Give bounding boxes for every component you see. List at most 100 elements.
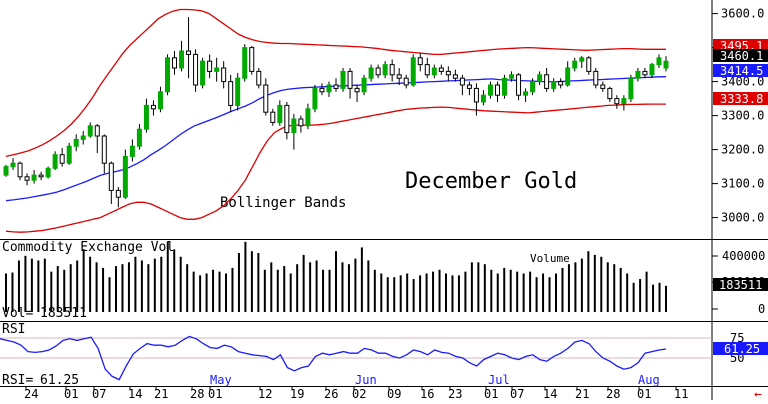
x-axis-day-label: 01: [637, 387, 651, 400]
volume-bar: [5, 273, 7, 312]
volume-bar: [386, 277, 389, 312]
candle-body: [487, 84, 493, 96]
volume-bar: [393, 277, 396, 312]
candle-body: [298, 118, 304, 127]
candle-body: [157, 91, 163, 110]
candle-body: [452, 74, 458, 79]
candle-body: [73, 138, 79, 147]
candle-body: [242, 47, 248, 79]
candle-body: [417, 57, 423, 66]
candle-body: [466, 84, 472, 89]
x-axis-day-label: 14: [543, 387, 557, 400]
candle-body: [593, 70, 599, 86]
volume-bar: [173, 249, 176, 312]
volume-bar: [140, 260, 143, 312]
candle-body: [101, 135, 107, 164]
candle-body: [122, 155, 128, 198]
price-y-tick-label: 3100.0: [721, 177, 764, 191]
x-axis-day-label: 19: [290, 387, 304, 400]
x-axis-day-label: 01: [64, 387, 78, 400]
volume-bar: [276, 269, 279, 312]
candle-body: [537, 74, 543, 83]
candle-body: [509, 74, 515, 79]
candle-body: [59, 154, 65, 164]
candle-body: [31, 174, 37, 181]
volume-bar: [464, 271, 467, 312]
volume-bar: [218, 271, 221, 312]
x-axis-month-label: Jun: [355, 373, 377, 387]
volume-bar: [134, 256, 137, 312]
volume-bar: [37, 260, 40, 312]
candle-body: [136, 128, 142, 147]
scroll-arrow-icon: ←: [754, 387, 762, 400]
candle-body: [473, 87, 479, 103]
volume-bar: [457, 275, 460, 312]
volume-bar: [516, 271, 519, 312]
volume-bar: [24, 255, 27, 312]
x-axis-day-label: 01: [208, 387, 222, 400]
volume-bar: [160, 256, 163, 312]
candle-body: [94, 125, 100, 137]
volume-bar: [115, 266, 117, 312]
x-axis-day-label: 09: [387, 387, 401, 400]
price-panel: December Gold Bollinger Bands: [220, 169, 577, 211]
candle-body: [480, 94, 486, 103]
volume-bar: [490, 269, 493, 312]
x-axis-month-label: Jul: [488, 373, 510, 387]
volume-bar: [509, 269, 512, 312]
volume-bar: [593, 254, 596, 312]
volume-bar: [542, 273, 545, 312]
volume-bar: [82, 249, 85, 312]
candle-body: [115, 189, 121, 198]
candle-body: [600, 84, 606, 89]
volume-bar: [451, 275, 454, 312]
candle-body: [235, 77, 241, 106]
volume-bar: [555, 273, 557, 312]
volume-last-value-label: 183511: [719, 278, 762, 292]
volume-bar: [147, 264, 150, 312]
candle-body: [284, 104, 290, 134]
x-axis-day-label: 11: [674, 387, 688, 400]
candle-body: [621, 98, 627, 105]
volume-bar: [606, 262, 609, 312]
x-axis-day-label: 16: [420, 387, 434, 400]
volume-bar: [445, 273, 447, 312]
volume-bar: [406, 273, 409, 312]
rsi-chart-title: RSI: [2, 322, 25, 337]
candle-body: [214, 67, 220, 72]
candle-body: [579, 57, 585, 62]
volume-bar: [179, 256, 182, 312]
candle-body: [38, 174, 44, 178]
volume-bar: [322, 269, 325, 312]
candle-body: [10, 162, 16, 168]
price-last-value-box: [713, 64, 768, 77]
volume-bar: [367, 260, 370, 312]
volume-bar: [153, 258, 156, 312]
candle-body: [396, 74, 402, 79]
price-last-value-label: 3414.5: [720, 64, 763, 78]
candle-body: [368, 67, 374, 79]
volume-bar: [205, 273, 208, 312]
candle-body: [424, 64, 430, 76]
x-axis-day-label: 07: [510, 387, 524, 400]
candle-body: [270, 111, 276, 123]
volume-bar: [360, 247, 363, 312]
candle-body: [249, 47, 255, 72]
candle-body: [607, 87, 613, 100]
candle-body: [164, 57, 170, 93]
volume-bar: [503, 267, 506, 312]
candle-body: [516, 74, 522, 96]
volume-bar: [580, 258, 583, 312]
x-axis-day-label: 28: [606, 387, 620, 400]
volume-y-tick-label: 400000: [722, 249, 765, 263]
candle-body: [87, 125, 93, 137]
volume-bar: [432, 271, 435, 312]
price-last-value-box: [713, 39, 768, 52]
candle-body: [635, 70, 641, 79]
candle-body: [347, 70, 353, 89]
rsi-last-value-label: 61.25: [724, 342, 760, 356]
volume-bar: [244, 241, 247, 312]
volume-bar: [121, 264, 124, 312]
candle-body: [312, 87, 318, 110]
candle-body: [3, 166, 9, 176]
